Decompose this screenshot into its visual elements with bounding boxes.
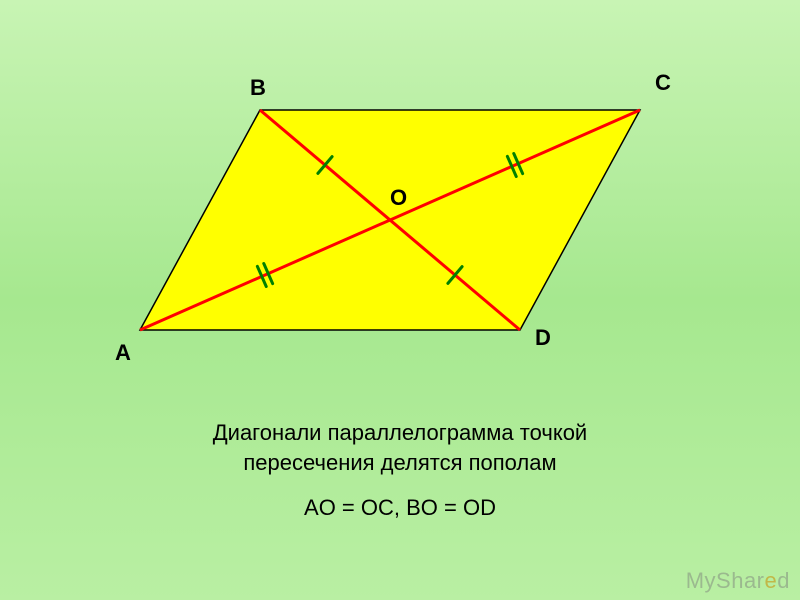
vertex-label-b: B [250,75,266,101]
slide-canvas: A B C D O Диагонали параллелограмма точк… [0,0,800,600]
caption-line-3: AO = OC, BO = OD [0,495,800,521]
vertex-label-a: A [115,340,131,366]
vertex-label-o: O [390,185,407,211]
vertex-label-d: D [535,325,551,351]
caption-line-1: Диагонали параллелограмма точкой [0,420,800,446]
vertex-label-c: C [655,70,671,96]
watermark: MyShared [686,568,790,594]
caption-line-2: пересечения делятся пополам [0,450,800,476]
